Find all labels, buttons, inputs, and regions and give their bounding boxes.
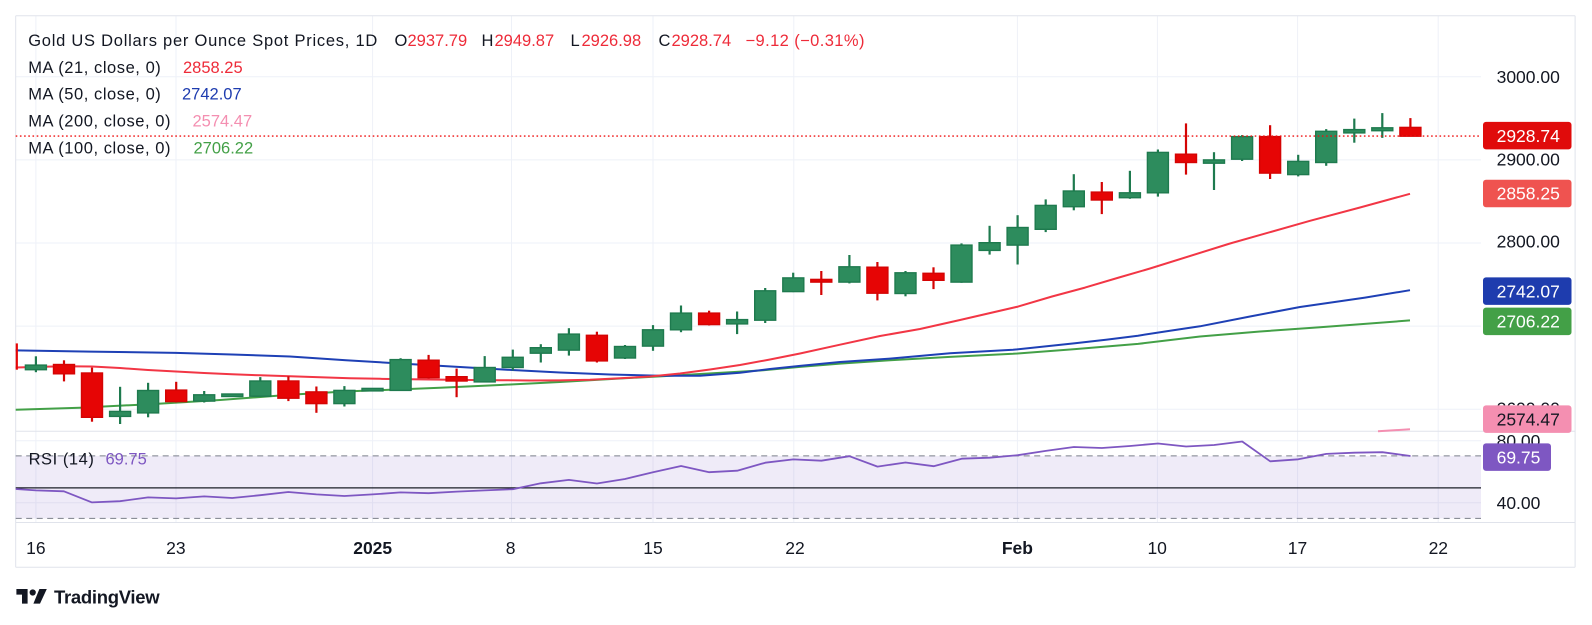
svg-text:2574.47: 2574.47 — [1497, 409, 1560, 429]
svg-text:MA (200, close, 0): MA (200, close, 0) — [28, 113, 171, 131]
svg-text:2900.00: 2900.00 — [1497, 150, 1561, 170]
svg-text:2706.22: 2706.22 — [1497, 312, 1560, 332]
svg-text:H: H — [482, 32, 494, 50]
svg-text:2800.00: 2800.00 — [1497, 232, 1561, 252]
svg-text:C: C — [659, 32, 671, 50]
svg-text:2858.25: 2858.25 — [1497, 184, 1560, 204]
svg-text:Feb: Feb — [1002, 538, 1033, 558]
svg-text:69.75: 69.75 — [1497, 447, 1541, 467]
svg-text:69.75: 69.75 — [106, 451, 147, 469]
svg-text:O: O — [395, 32, 408, 50]
svg-text:15: 15 — [643, 538, 662, 558]
svg-text:RSI (14): RSI (14) — [29, 451, 95, 469]
svg-text:MA (50, close, 0): MA (50, close, 0) — [28, 85, 161, 103]
svg-text:3000.00: 3000.00 — [1497, 67, 1561, 87]
svg-text:TradingView: TradingView — [54, 586, 160, 607]
svg-text:2025: 2025 — [353, 538, 392, 558]
svg-text:10: 10 — [1147, 538, 1167, 558]
svg-text:Gold US Dollars per Ounce Spot: Gold US Dollars per Ounce Spot Prices, 1… — [28, 32, 378, 50]
svg-text:40.00: 40.00 — [1497, 493, 1541, 513]
svg-text:2742.07: 2742.07 — [1497, 281, 1560, 301]
svg-text:2574.47: 2574.47 — [193, 113, 253, 131]
svg-text:2742.07: 2742.07 — [182, 85, 242, 103]
svg-text:2937.79: 2937.79 — [408, 32, 468, 50]
svg-text:16: 16 — [26, 538, 45, 558]
svg-text:23: 23 — [166, 538, 185, 558]
svg-text:−9.12 (−0.31%): −9.12 (−0.31%) — [746, 32, 865, 50]
svg-text:2928.74: 2928.74 — [672, 32, 732, 50]
svg-text:2928.74: 2928.74 — [1497, 126, 1561, 146]
svg-text:MA (21, close, 0): MA (21, close, 0) — [28, 59, 161, 77]
svg-text:17: 17 — [1288, 538, 1307, 558]
svg-text:2706.22: 2706.22 — [194, 139, 254, 157]
svg-text:2949.87: 2949.87 — [495, 32, 555, 50]
svg-text:L: L — [571, 32, 580, 50]
svg-text:22: 22 — [1429, 538, 1448, 558]
svg-text:22: 22 — [785, 538, 804, 558]
svg-text:2858.25: 2858.25 — [183, 59, 243, 77]
svg-text:2926.98: 2926.98 — [582, 32, 642, 50]
svg-text:MA (100, close, 0): MA (100, close, 0) — [28, 139, 171, 157]
svg-text:8: 8 — [506, 538, 516, 558]
